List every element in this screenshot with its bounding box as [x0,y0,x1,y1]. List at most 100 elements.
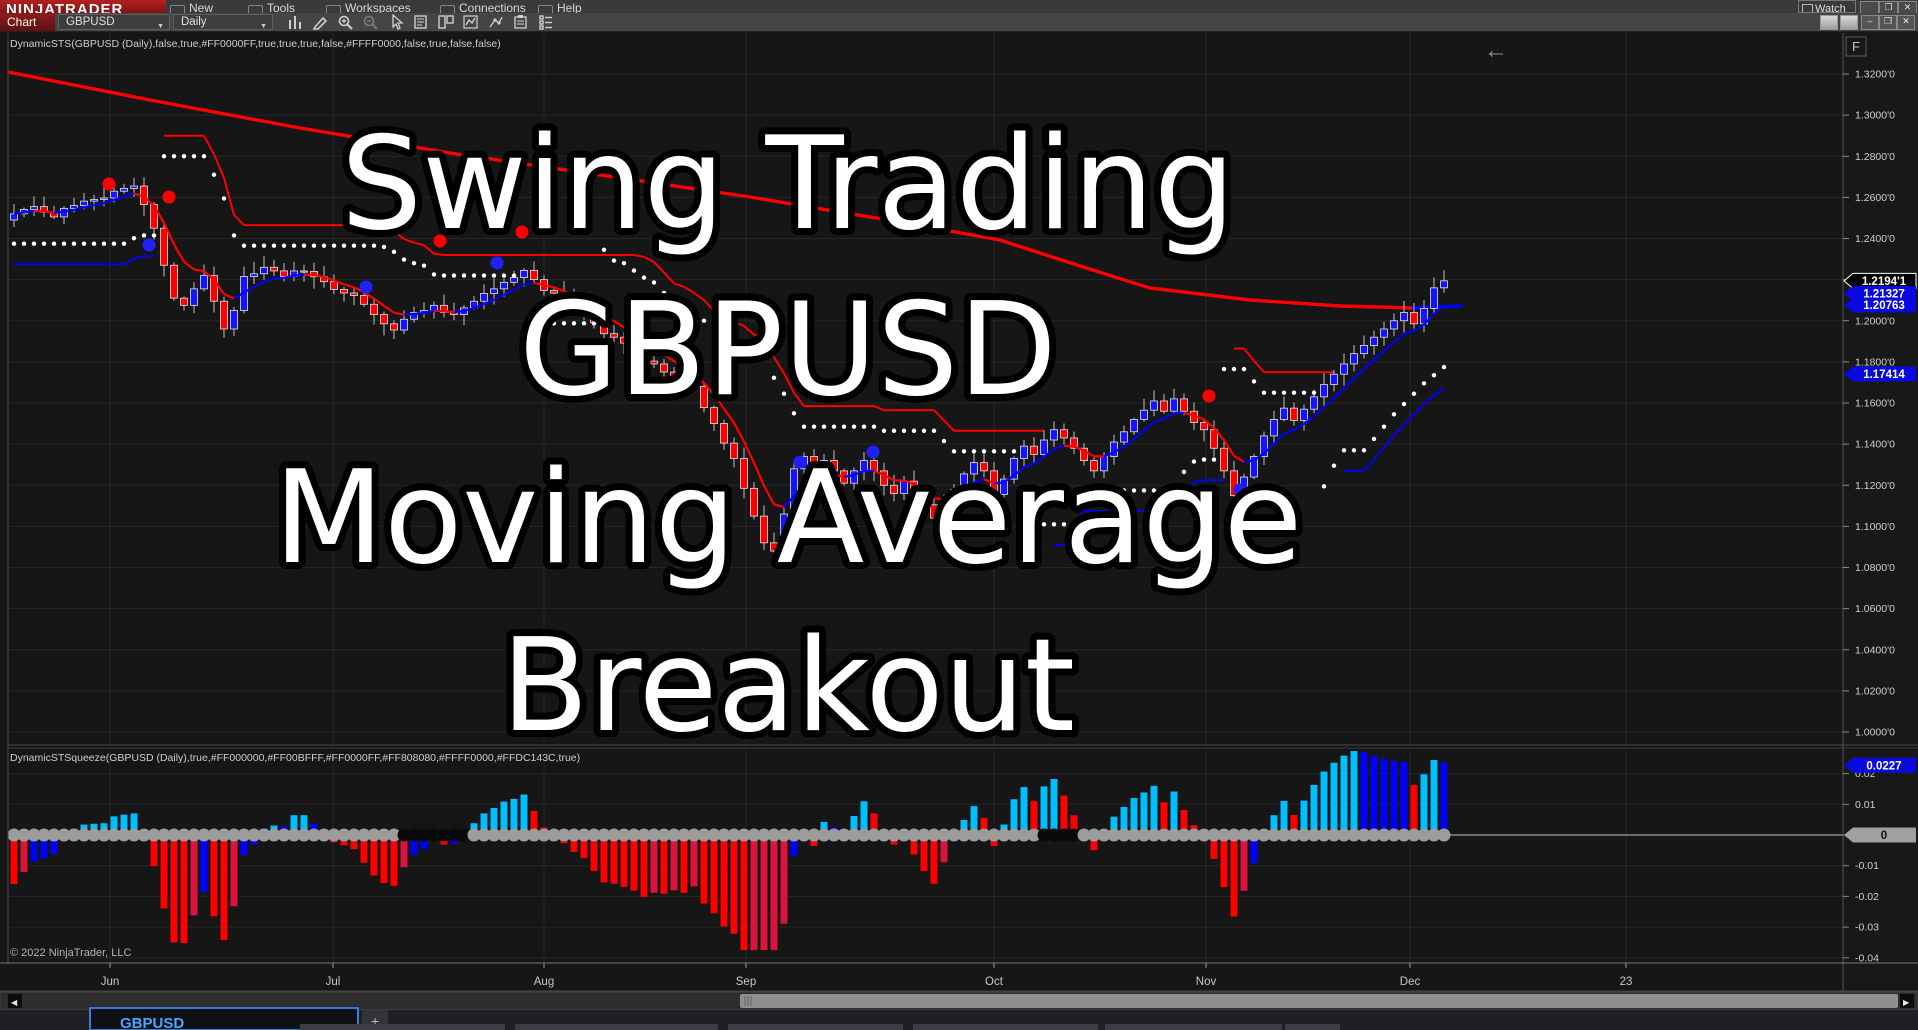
squeeze-histogram-bar [290,815,298,835]
trail-stop-line [753,333,765,338]
trail-stop-line [873,405,885,412]
panels-icon[interactable] [435,14,457,30]
time-axis[interactable]: Jun Jul Aug Sep Oct Nov Dec 23 [101,963,1633,988]
squeeze-histogram-bar [400,835,408,868]
fast-ma-line [133,192,145,198]
fast-ma-line [383,304,395,314]
fast-ma-line [233,291,245,300]
fast-ma-line [1063,444,1075,448]
menu-new[interactable]: New [170,0,213,13]
fast-ma-line [883,474,895,482]
horizontal-scrollbar[interactable]: ◀ ▶ [0,991,1918,1011]
fast-ma-line [173,243,185,263]
squeeze-histogram-bar [960,819,968,835]
menu-workspaces[interactable]: Workspaces [326,0,411,13]
squeeze-histogram-bar [640,835,648,897]
workspace-icon [326,5,341,13]
fast-ma-line [1183,411,1195,417]
chart-grid-button[interactable] [1840,15,1858,30]
trail-stop-line [633,253,645,258]
squeeze-tick-label: 0.01 [1855,799,1876,811]
squeeze-histogram-bar [1280,800,1288,835]
fast-ma-line [223,292,235,300]
squeeze-histogram-bar [1270,815,1278,835]
chart-close-button[interactable]: ✕ [1897,15,1915,30]
buy-signal-dot [866,445,880,459]
bar-type-icon[interactable] [284,14,306,30]
trail-stop-line [133,255,145,260]
chart-minimize-button[interactable]: – [1861,15,1879,30]
instrument-dropdown[interactable]: GBPUSD ▼ [58,14,170,30]
axis-panel-background [1843,31,1918,991]
data-box-icon[interactable] [410,14,432,30]
price-tick-label: 1.3200'0 [1855,69,1895,81]
fast-ma-line [663,353,675,362]
fast-ma-line [853,469,865,477]
chart-restore-button[interactable]: ❐ [1879,15,1897,30]
fast-ma-line [333,279,345,286]
taskbar-segments [300,1024,1340,1030]
squeeze-histogram-bar [510,798,518,835]
squeeze-histogram-bar [850,816,858,835]
tab-gbpusd[interactable] [89,1007,359,1030]
trail-stop-line [123,257,135,266]
back-arrow-icon[interactable]: ← [1484,37,1508,64]
fast-ma-line [1163,412,1175,420]
scroll-left-button[interactable] [8,994,22,1008]
overlay-line-1: Swing Trading [341,110,1235,259]
cursor-icon[interactable] [385,14,407,30]
price-panel[interactable] [8,70,1463,564]
fast-ma-line [1043,448,1055,458]
buy-signal-dot [490,256,504,270]
sell-signal-dot [162,190,176,204]
squeeze-histogram-bar [1020,787,1028,835]
trail-stop-line [1253,360,1265,373]
fast-ma-line [293,273,305,277]
overlay-line-4: Breakout [501,612,1075,761]
squeeze-histogram-bar [130,813,138,835]
drawing-line-icon[interactable] [485,14,507,30]
menu-tools[interactable]: Tools [248,0,295,13]
scrollbar-handle[interactable] [740,994,1898,1008]
interval-dropdown[interactable]: Daily ▼ [173,14,273,30]
scroll-left-icon: ◀ [11,998,18,1007]
squeeze-histogram-bar [190,835,198,916]
fast-ma-line [643,340,655,349]
fast-ma-line [1373,350,1385,361]
squeeze-histogram-bar [1090,835,1098,851]
fast-ma-line [1353,368,1365,380]
squeeze-histogram-bar [1120,806,1128,835]
pencil-icon[interactable] [310,14,332,30]
fast-ma-line [413,311,425,316]
chart-style-button[interactable] [1820,15,1838,30]
menu-connections[interactable]: Connections [440,0,526,13]
squeeze-panel[interactable] [8,751,1844,951]
chart-window-tab[interactable]: Chart [0,13,55,31]
new-window-icon [170,5,185,13]
fast-ma-line [1003,474,1015,484]
squeeze-histogram-bar [230,835,238,907]
squeeze-histogram-bar [1320,771,1328,835]
squeeze-histogram-bar [1250,835,1258,864]
f-badge-box[interactable] [1845,36,1867,57]
squeeze-histogram-bar [180,835,188,944]
price-tick-label: 1.0000'0 [1855,727,1895,739]
indicator-icon[interactable] [460,14,482,30]
properties-list-icon[interactable] [535,14,557,30]
clipboard-icon[interactable] [510,14,532,30]
fast-ma-line [843,474,855,478]
zoom-in-icon[interactable] [335,14,357,30]
fast-ma-line [1253,452,1265,462]
watch-button[interactable]: Watch [1798,0,1856,13]
menu-help[interactable]: Help [538,0,582,13]
price-tick-label: 1.1200'0 [1855,480,1895,492]
fast-ma-line [1073,445,1085,452]
squeeze-histogram-bar [940,835,948,863]
fast-ma-line [23,209,35,214]
scroll-right-button[interactable] [1900,994,1914,1008]
fast-ma-line [913,482,925,491]
zoom-out-icon[interactable] [360,14,382,30]
squeeze-histogram-bar [520,794,528,835]
overlay-line-2: GBPUSD [519,276,1057,425]
